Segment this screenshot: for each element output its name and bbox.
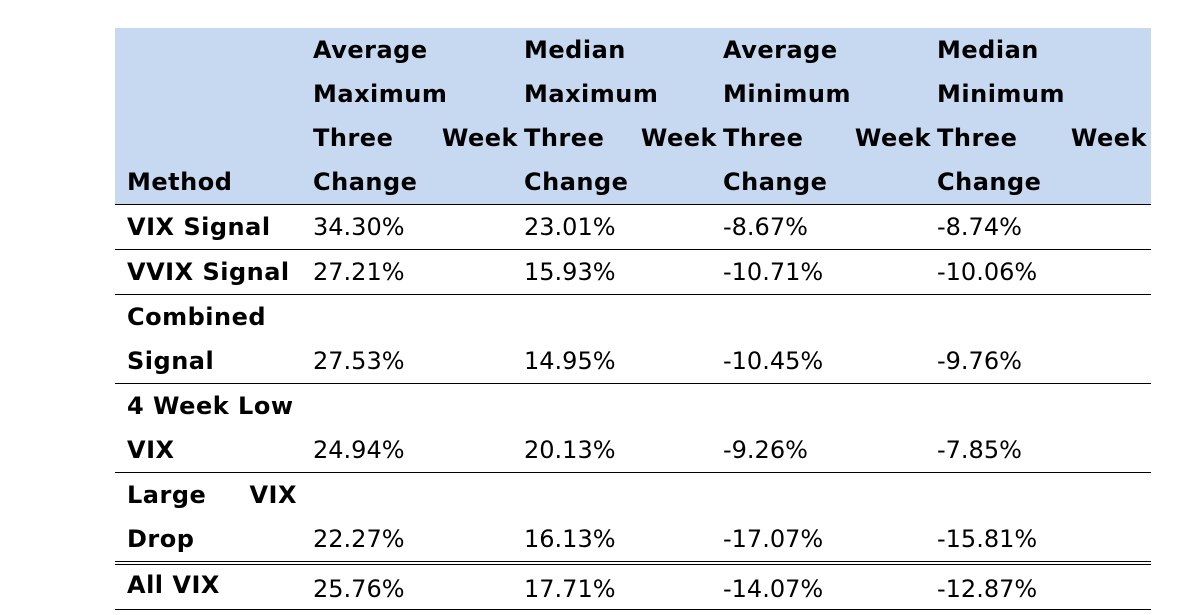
- method-line: 4 Week Low: [127, 392, 294, 420]
- value-cell: 14.95%: [524, 347, 616, 375]
- header-line: Median: [937, 36, 1039, 64]
- method-line: Large VIX: [127, 473, 307, 517]
- value-cell: -7.85%: [937, 436, 1022, 464]
- method-line: Drop: [127, 525, 195, 553]
- value-cell: 34.30%: [313, 213, 405, 241]
- header-line: Change: [937, 168, 1042, 196]
- method-cell: VIX Signal: [115, 205, 311, 250]
- table-body: VIX Signal 34.30% 23.01% -8.67% -8.74% V…: [115, 205, 1151, 610]
- table-row: VIX Signal 34.30% 23.01% -8.67% -8.74%: [115, 205, 1151, 250]
- method-line: VVIX Signal: [127, 258, 290, 286]
- value-cell: 22.27%: [313, 525, 405, 553]
- value-cell: 15.93%: [524, 258, 616, 286]
- method-cell: All VIX: [115, 563, 311, 610]
- header-line: Method: [127, 168, 233, 196]
- header-line: Change: [313, 168, 418, 196]
- word: Week: [640, 124, 717, 152]
- value-cell: 17.71%: [524, 575, 616, 603]
- word: Three: [313, 124, 394, 152]
- header-line: Maximum: [313, 80, 448, 108]
- word: Three: [723, 124, 804, 152]
- word: Three: [937, 124, 1018, 152]
- results-table: Method Average Maximum Three Week Change …: [115, 28, 1151, 610]
- value-cell: 24.94%: [313, 436, 405, 464]
- word: VIX: [249, 481, 297, 509]
- method-line: Signal: [127, 347, 215, 375]
- value-cell: -10.45%: [723, 347, 824, 375]
- method-line: VIX: [127, 436, 175, 464]
- value-cell: -9.76%: [937, 347, 1022, 375]
- table-row: Large VIX Drop 22.27% 16.13% -17.07% -15.…: [115, 473, 1151, 564]
- header-line: Three Week: [937, 116, 1147, 160]
- value-cell: 27.21%: [313, 258, 405, 286]
- method-cell: Combined Signal: [115, 295, 311, 384]
- word: Week: [441, 124, 518, 152]
- table-row: 4 Week Low VIX 24.94% 20.13% -9.26% -7.8…: [115, 384, 1151, 473]
- table-row: Combined Signal 27.53% 14.95% -10.45% -9…: [115, 295, 1151, 384]
- header-line: Change: [723, 168, 828, 196]
- header-line: Change: [524, 168, 629, 196]
- header-line: Three Week: [524, 116, 717, 160]
- header-line: Maximum: [524, 80, 659, 108]
- word: Large: [127, 481, 207, 509]
- header-method: Method: [115, 28, 311, 205]
- header-line: Average: [313, 36, 428, 64]
- value-cell: -8.67%: [723, 213, 808, 241]
- value-cell: 16.13%: [524, 525, 616, 553]
- header-line: Average: [723, 36, 838, 64]
- header-avg-min: Average Minimum Three Week Change: [721, 28, 935, 205]
- value-cell: -10.06%: [937, 258, 1038, 286]
- value-cell: -15.81%: [937, 525, 1038, 553]
- method-cell: Large VIX Drop: [115, 473, 311, 564]
- word: Week: [1070, 124, 1147, 152]
- header-median-min: Median Minimum Three Week Change: [935, 28, 1151, 205]
- word: Week: [854, 124, 931, 152]
- header-line: Minimum: [723, 80, 852, 108]
- value-cell: -10.71%: [723, 258, 824, 286]
- method-line: All VIX: [127, 571, 220, 599]
- value-cell: -12.87%: [937, 575, 1038, 603]
- method-cell: VVIX Signal: [115, 250, 311, 295]
- value-cell: -14.07%: [723, 575, 824, 603]
- header-line: Median: [524, 36, 626, 64]
- header-row: Method Average Maximum Three Week Change …: [115, 28, 1151, 205]
- value-cell: 27.53%: [313, 347, 405, 375]
- table-row: VVIX Signal 27.21% 15.93% -10.71% -10.06…: [115, 250, 1151, 295]
- value-cell: 20.13%: [524, 436, 616, 464]
- value-cell: 25.76%: [313, 575, 405, 603]
- method-line: Combined: [127, 303, 267, 331]
- header-avg-max: Average Maximum Three Week Change: [311, 28, 522, 205]
- value-cell: 23.01%: [524, 213, 616, 241]
- value-cell: -8.74%: [937, 213, 1022, 241]
- value-cell: -9.26%: [723, 436, 808, 464]
- value-cell: -17.07%: [723, 525, 824, 553]
- method-line: VIX Signal: [127, 213, 271, 241]
- table-row-total: All VIX 25.76% 17.71% -14.07% -12.87%: [115, 563, 1151, 610]
- header-line: Minimum: [937, 80, 1066, 108]
- method-cell: 4 Week Low VIX: [115, 384, 311, 473]
- header-line: Three Week: [723, 116, 931, 160]
- word: Three: [524, 124, 605, 152]
- header-line: Three Week: [313, 116, 518, 160]
- table-header: Method Average Maximum Three Week Change …: [115, 28, 1151, 205]
- header-median-max: Median Maximum Three Week Change: [522, 28, 721, 205]
